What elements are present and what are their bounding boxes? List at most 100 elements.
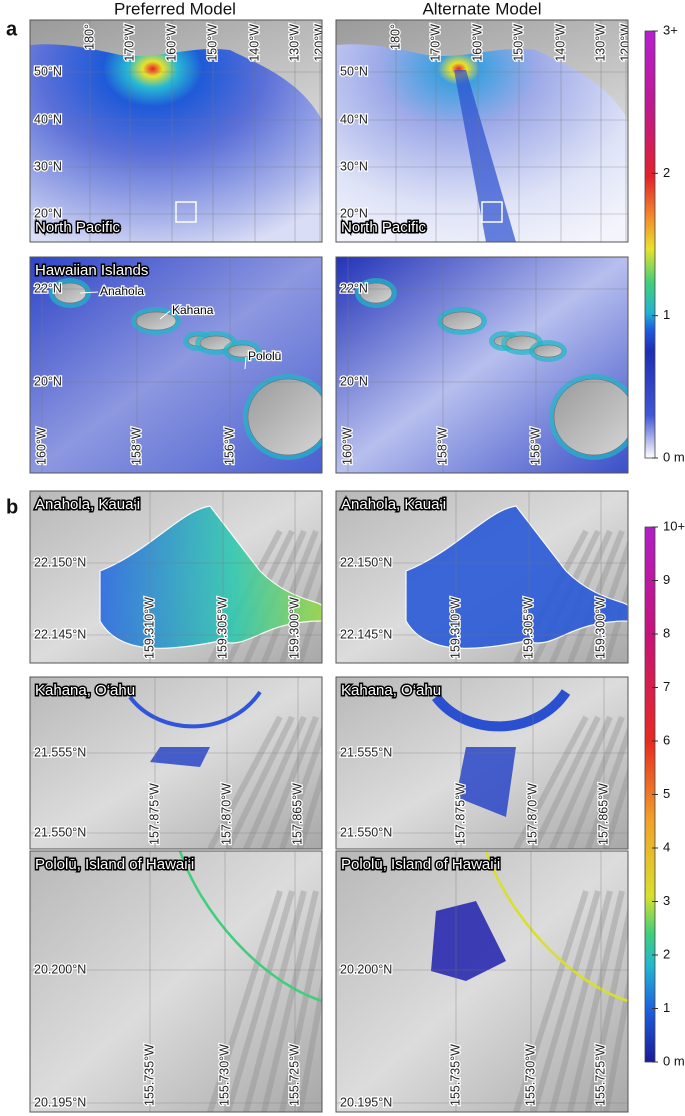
- longitude-label: 159.305°W: [215, 597, 229, 659]
- ridge: [207, 715, 283, 849]
- map-frame: [335, 256, 629, 474]
- longitude-label: 180°: [82, 24, 96, 50]
- map-content: 22.150°N 22.145°N 159.310°W 159.305°W 159.30…: [30, 491, 322, 663]
- colorbar-tick-label: 9: [663, 572, 670, 587]
- longitude-label: 155.730°W: [217, 1044, 231, 1106]
- latitude-label: 20.200°N: [340, 962, 392, 976]
- ridge: [585, 539, 628, 663]
- region-title: Kahana, O‘ahu: [35, 682, 135, 699]
- longitude-label: 155.725°W: [593, 1044, 607, 1106]
- ridge: [261, 715, 319, 849]
- colorbar: [644, 30, 656, 459]
- latitude-label: 22.145°N: [340, 627, 392, 641]
- ridge: [549, 715, 613, 849]
- longitude-label: 156°W: [528, 427, 542, 465]
- region-title: Pololū, Island of Hawai‘i: [341, 856, 500, 873]
- column-title: Preferred Model: [114, 0, 236, 18]
- longitude-label: 160°W: [340, 427, 354, 465]
- longitude-label: 180°: [388, 24, 402, 50]
- colorbar-tick-label: 10+: [663, 518, 685, 533]
- map-content: 22°N 20°N 160°W 158°W 156°W: [336, 257, 628, 473]
- region-title: Kahana, O‘ahu: [341, 682, 441, 699]
- longitude-label: 155.725°W: [287, 1044, 301, 1106]
- latitude-label: 21.555°N: [340, 745, 392, 759]
- ridge: [207, 890, 283, 1112]
- map-panel: 22.150°N 22.145°N 159.310°W 159.305°W 159.30…: [29, 490, 323, 664]
- longitude-label: 120°W: [312, 24, 326, 62]
- longitude-label: 158°W: [435, 427, 449, 465]
- colorbar-tick-label: 0 m: [663, 1053, 685, 1068]
- longitude-label: 159.300°W: [593, 597, 607, 659]
- colorbar-tick-label: 4: [663, 839, 670, 854]
- colorbar-tick-label: 5: [663, 786, 670, 801]
- colorbar-tick-label: 2: [663, 165, 670, 180]
- ridge: [261, 890, 319, 1112]
- ridge: [585, 905, 628, 1112]
- shoreline: [432, 689, 571, 732]
- colorbar-tick-label: 8: [663, 625, 670, 640]
- latitude-label: 22.145°N: [34, 627, 86, 641]
- shoreline: [128, 690, 262, 729]
- panel-label: a: [6, 18, 18, 40]
- ridge: [297, 580, 322, 663]
- latitude-label: 30°N: [34, 159, 62, 173]
- longitude-label: 155.735°W: [448, 1044, 462, 1106]
- column-title: Alternate Model: [422, 0, 541, 18]
- longitude-label: 155.730°W: [523, 1044, 537, 1106]
- longitude-label: 157.865°W: [290, 783, 304, 845]
- map-content: 22.150°N 22.145°N 159.310°W 159.305°W 159.30…: [336, 491, 628, 663]
- ridge: [603, 766, 628, 849]
- ridge: [513, 890, 589, 1112]
- colorbar-tick-label: 1: [663, 1000, 670, 1015]
- longitude-label: 158°W: [129, 427, 143, 465]
- map-panel: 22°N 20°N 160°W 158°W 156°W Hawaiian Islands A…: [29, 256, 323, 474]
- latitude-label: 20°N: [34, 374, 62, 388]
- ridge: [513, 715, 589, 849]
- latitude-label: 21.555°N: [34, 745, 86, 759]
- map-content: 50°N 40°N 30°N 20°N 180° 170°W 160°W 150°W 140°W…: [30, 20, 326, 242]
- latitude-label: 20°N: [34, 206, 62, 220]
- longitude-label: 155.735°W: [142, 1044, 156, 1106]
- map-content: 20.200°N 20.195°N 155.735°W 155.730°W 155.72…: [30, 851, 322, 1112]
- map-frame: [29, 490, 323, 664]
- map-content: 22°N 20°N 160°W 158°W 156°W Hawaiian Islands A…: [30, 257, 322, 473]
- map-frame: [29, 19, 323, 243]
- map-panel: 50°N 40°N 30°N 20°N 180° 170°W 160°W 150°W 140°W…: [29, 19, 326, 243]
- longitude-label: 157.870°W: [219, 783, 233, 845]
- longitude-label: 170°W: [122, 24, 136, 62]
- longitude-label: 130°W: [593, 24, 607, 62]
- longitude-label: 130°W: [287, 24, 301, 62]
- map-content: 20.200°N 20.195°N 155.735°W 155.730°W 155.72…: [336, 851, 628, 1112]
- place-leader: [244, 356, 247, 370]
- ridge: [549, 890, 613, 1112]
- ridge: [297, 766, 322, 849]
- wave-beam: [454, 70, 516, 242]
- longitude-label: 160°W: [164, 24, 178, 62]
- map-panel: 20.200°N 20.195°N 155.735°W 155.730°W 155.72…: [335, 850, 629, 1113]
- ridge: [567, 715, 625, 849]
- map-panel: 21.555°N 21.550°N 157.875°W 157.870°W 157.86…: [29, 676, 323, 850]
- ridge: [225, 715, 295, 849]
- latitude-label: 20.195°N: [34, 1095, 86, 1109]
- latitude-label: 40°N: [34, 112, 62, 126]
- ridge: [585, 725, 628, 849]
- longitude-label: 150°W: [205, 24, 219, 62]
- region-title: Anahola, Kaua‘i: [35, 496, 140, 513]
- island: [247, 378, 322, 456]
- ridge: [225, 890, 295, 1112]
- colorbar-tick-label: 2: [663, 946, 670, 961]
- longitude-label: 157.875°W: [147, 783, 161, 845]
- latitude-label: 22.150°N: [34, 555, 86, 569]
- colorbar-tick-label: 0 m: [663, 449, 685, 464]
- longitude-label: 160°W: [470, 24, 484, 62]
- land: [336, 20, 628, 120]
- map-content: 21.555°N 21.550°N 157.875°W 157.870°W 157.86…: [336, 677, 628, 849]
- place-label: Kahana: [172, 303, 214, 317]
- island: [441, 311, 483, 331]
- flood-extent: [431, 901, 506, 981]
- colorbar-tick-label: 7: [663, 679, 670, 694]
- map-frame: [335, 850, 629, 1113]
- map-frame: [29, 256, 323, 474]
- longitude-label: 156°W: [222, 427, 236, 465]
- map-frame: [29, 850, 323, 1113]
